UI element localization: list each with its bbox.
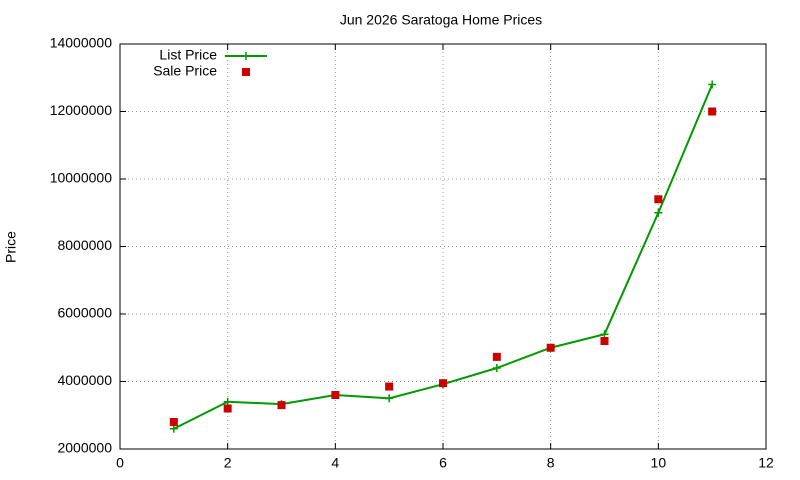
y-tick-label: 10000000 [50, 170, 113, 186]
legend-marker [242, 52, 250, 60]
marker [223, 404, 232, 413]
y-tick-label: 14000000 [50, 35, 113, 51]
marker [600, 330, 609, 339]
marker [223, 397, 232, 406]
marker [169, 424, 178, 433]
marker [331, 391, 340, 399]
y-axis-label: Price [3, 231, 19, 263]
marker [546, 343, 555, 352]
marker [600, 337, 609, 345]
x-tick-label: 4 [331, 455, 339, 471]
marker [708, 80, 717, 89]
plot-frame [119, 43, 767, 450]
x-tick-label: 12 [758, 455, 774, 471]
marker [708, 107, 717, 116]
marker [385, 382, 394, 391]
legend-label: Sale Price [153, 63, 217, 79]
x-tick-label: 6 [439, 455, 447, 471]
x-tick-label: 2 [224, 455, 232, 471]
y-tick-label: 2000000 [57, 440, 112, 456]
marker [492, 352, 501, 361]
marker [654, 195, 663, 204]
x-tick-label: 8 [547, 455, 555, 471]
marker [654, 208, 663, 217]
chart-title: Jun 2026 Saratoga Home Prices [340, 12, 542, 28]
marker [385, 394, 394, 403]
marker [277, 401, 286, 410]
marker [169, 418, 178, 426]
y-tick-label: 12000000 [50, 102, 113, 118]
y-tick-label: 8000000 [57, 237, 112, 253]
y-tick-label: 4000000 [57, 372, 112, 388]
marker [492, 364, 501, 372]
x-tick-label: 10 [651, 455, 667, 471]
marker [439, 379, 447, 388]
y-tick-label: 6000000 [57, 305, 112, 321]
legend-marker [242, 68, 250, 76]
x-tick-label: 0 [116, 455, 124, 471]
legend-label: List Price [159, 47, 217, 63]
